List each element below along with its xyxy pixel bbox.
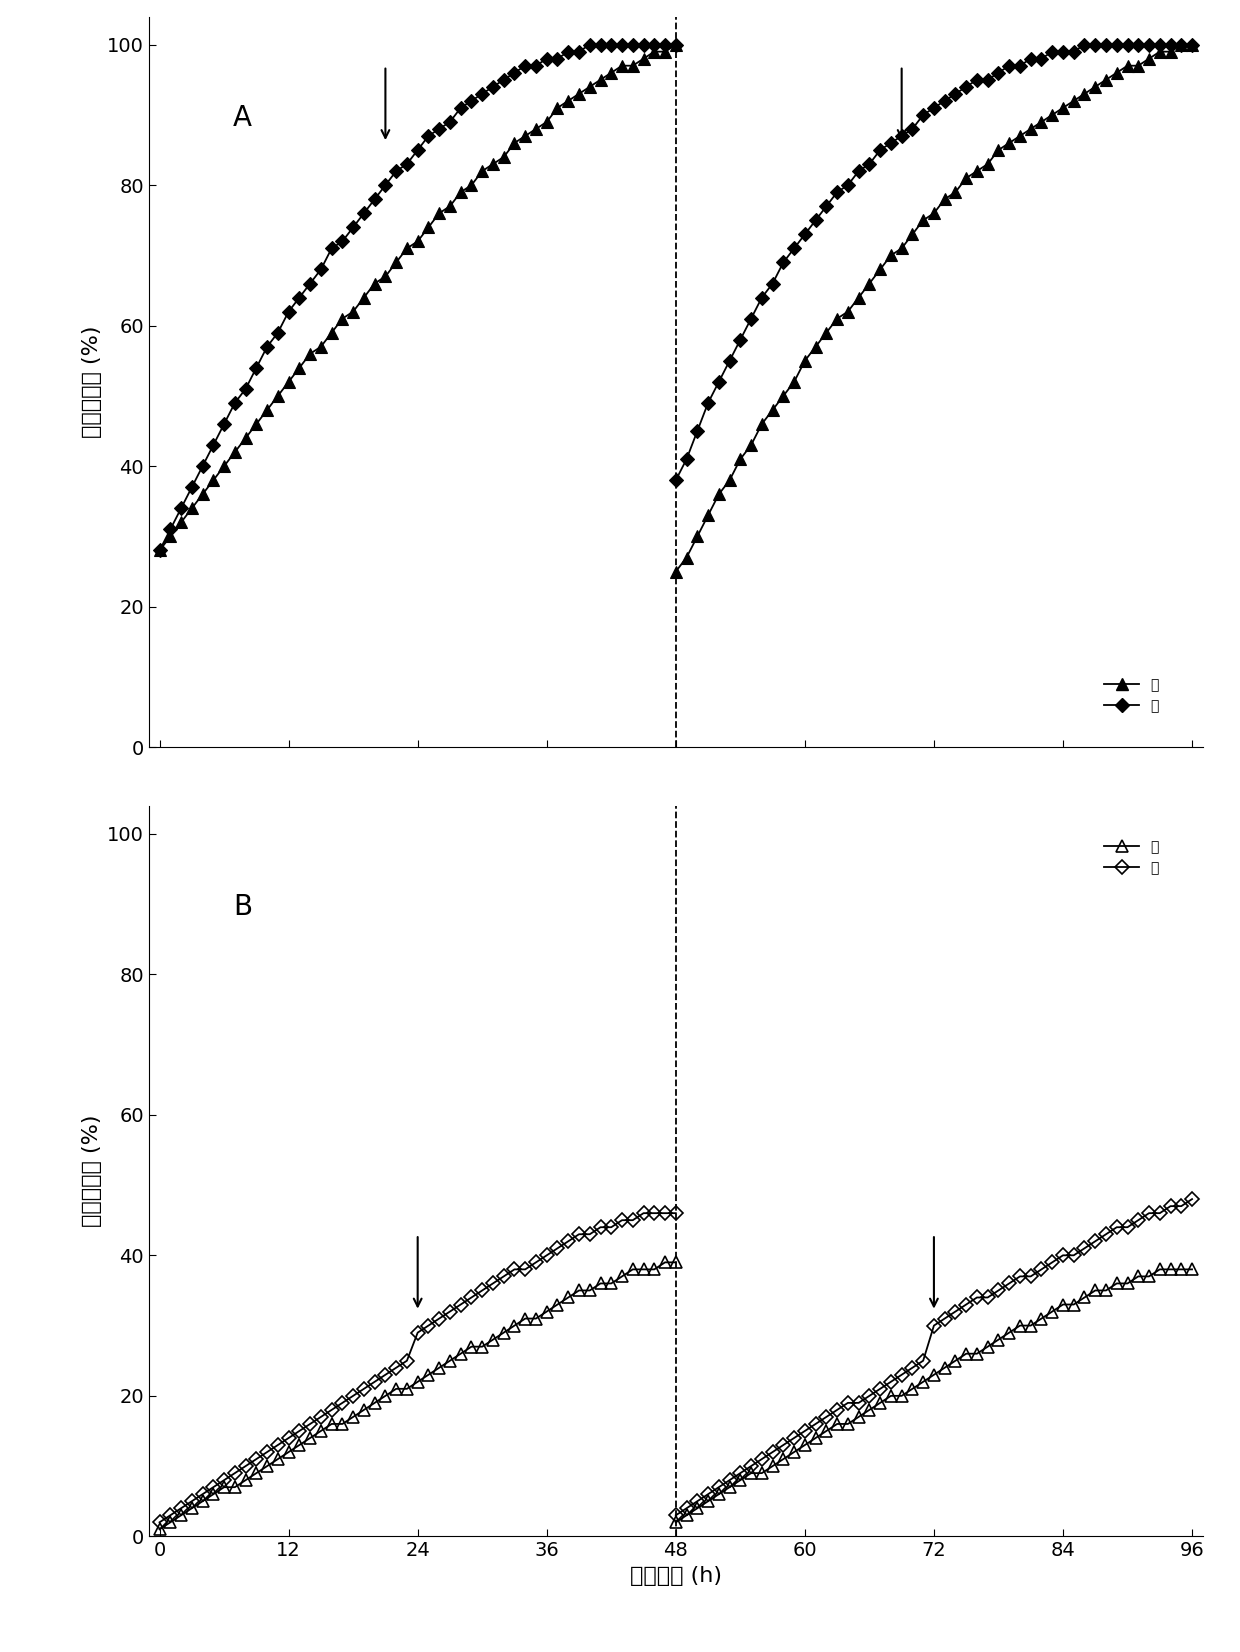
Y-axis label: 金属回收率 (%): 金属回收率 (%)	[82, 1115, 102, 1227]
Text: A: A	[233, 104, 252, 132]
Text: B: B	[233, 894, 252, 922]
Y-axis label: 金属回收率 (%): 金属回收率 (%)	[82, 325, 102, 438]
X-axis label: 运行时间 (h): 运行时间 (h)	[630, 1566, 722, 1586]
Legend: 钨, 钼: 钨, 钼	[1099, 672, 1164, 719]
Legend: 钨, 钼: 钨, 钼	[1099, 834, 1164, 881]
